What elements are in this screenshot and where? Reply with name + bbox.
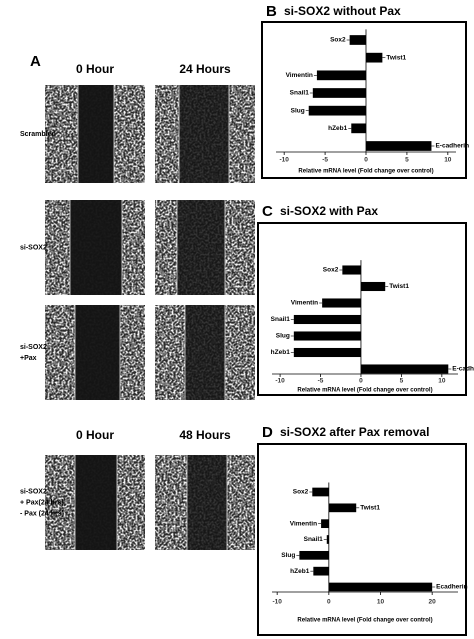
category-label: Vimentin	[291, 300, 318, 307]
row-label: + Pax(24 hrs)	[20, 499, 64, 506]
chart-title: si-SOX2 after Pax removal	[280, 425, 429, 439]
category-label: Sox2	[323, 267, 339, 274]
x-tick-label: 20	[429, 599, 437, 606]
category-label: Snail1	[271, 316, 291, 323]
bar	[342, 265, 361, 275]
x-tick-label: 5	[405, 157, 409, 164]
wound-gap	[187, 455, 227, 550]
wound-gap	[70, 200, 122, 295]
micrograph	[155, 305, 255, 400]
category-label: Twist1	[386, 54, 406, 61]
row-label: si-SOX2	[20, 244, 47, 251]
category-label: hZeb1	[290, 568, 310, 575]
category-label: Slug	[276, 333, 290, 340]
bar	[351, 123, 366, 134]
category-label: Snail1	[304, 536, 324, 543]
chart-frame	[257, 443, 467, 636]
micrograph	[45, 305, 145, 400]
panel-letter: A	[30, 53, 41, 70]
category-label: Ecadherin	[436, 584, 467, 591]
bar	[328, 582, 433, 592]
category-label: Vimentin	[290, 520, 317, 527]
x-tick-label: 0	[364, 157, 368, 164]
x-tick-label: -10	[279, 157, 289, 164]
bar	[349, 35, 366, 45]
category-label: E-cadherin	[452, 366, 474, 373]
wound-gap	[75, 455, 117, 550]
category-label: Snail1	[290, 90, 310, 97]
x-tick-label: -5	[322, 157, 328, 164]
bar	[366, 52, 383, 63]
x-tick-label: 0	[359, 378, 363, 385]
x-axis-label: Relative mRNA level (Fold change over co…	[297, 388, 432, 394]
bar	[316, 70, 366, 81]
column-header: 48 Hours	[179, 428, 231, 442]
category-label: hZeb1	[271, 349, 291, 356]
x-axis-label: Relative mRNA level (Fold change over co…	[297, 618, 432, 624]
category-label: E-cadherin	[435, 143, 469, 150]
panel-letter: B	[266, 3, 277, 20]
chart-frame	[257, 222, 467, 396]
micrograph	[45, 200, 145, 295]
bar	[293, 347, 361, 358]
x-axis-label: Relative mRNA level (Fold change over co…	[298, 169, 433, 175]
micrograph	[45, 455, 145, 550]
panel-letter: D	[262, 424, 273, 441]
wound-gap	[179, 85, 229, 183]
bar	[313, 566, 329, 576]
x-tick-label: -10	[275, 378, 285, 385]
panel-letter: C	[262, 203, 273, 220]
category-label: Slug	[291, 107, 305, 114]
category-label: Slug	[281, 552, 295, 559]
bar	[308, 105, 366, 116]
bar	[366, 141, 432, 151]
row-label: Scrambled	[20, 131, 56, 138]
micrograph	[155, 200, 255, 295]
category-label: Sox2	[293, 489, 309, 496]
bar	[293, 314, 361, 325]
bar	[360, 281, 386, 292]
bar	[322, 298, 361, 308]
bar	[360, 364, 449, 374]
chart-title: si-SOX2 without Pax	[284, 4, 401, 18]
wound-gap	[177, 200, 225, 295]
wound-gap	[75, 305, 120, 400]
bar	[312, 487, 329, 497]
wound-gap	[78, 85, 114, 183]
chart-title: si-SOX2 with Pax	[280, 204, 378, 218]
micrograph	[45, 85, 145, 183]
x-tick-label: 10	[377, 599, 385, 606]
category-label: Twist1	[360, 505, 380, 512]
x-tick-label: 0	[327, 599, 331, 606]
x-tick-label: -5	[318, 378, 324, 385]
bar	[321, 519, 329, 529]
x-tick-label: 10	[438, 378, 446, 385]
bar	[312, 88, 366, 98]
x-tick-label: 5	[400, 378, 404, 385]
column-header: 24 Hours	[179, 62, 231, 76]
category-label: Twist1	[389, 283, 409, 290]
column-header: 0 Hour	[76, 428, 114, 442]
bar	[326, 535, 329, 544]
x-tick-label: 10	[444, 157, 452, 164]
row-label: si-SOX2	[20, 344, 47, 351]
chart-frame	[261, 21, 467, 179]
row-label: - Pax (24 hrs)	[20, 510, 64, 517]
x-tick-label: -10	[272, 599, 282, 606]
category-label: hZeb1	[328, 125, 348, 132]
micrograph	[155, 455, 255, 550]
column-header: 0 Hour	[76, 62, 114, 76]
micrograph	[155, 85, 255, 183]
category-label: Vimentin	[286, 72, 313, 79]
row-label: +Pax	[20, 355, 37, 362]
bar	[328, 503, 357, 513]
category-label: Sox2	[330, 37, 346, 44]
wound-gap	[185, 305, 225, 400]
bar	[293, 331, 361, 341]
row-label: si-SOX2	[20, 488, 47, 495]
bar	[299, 550, 329, 560]
